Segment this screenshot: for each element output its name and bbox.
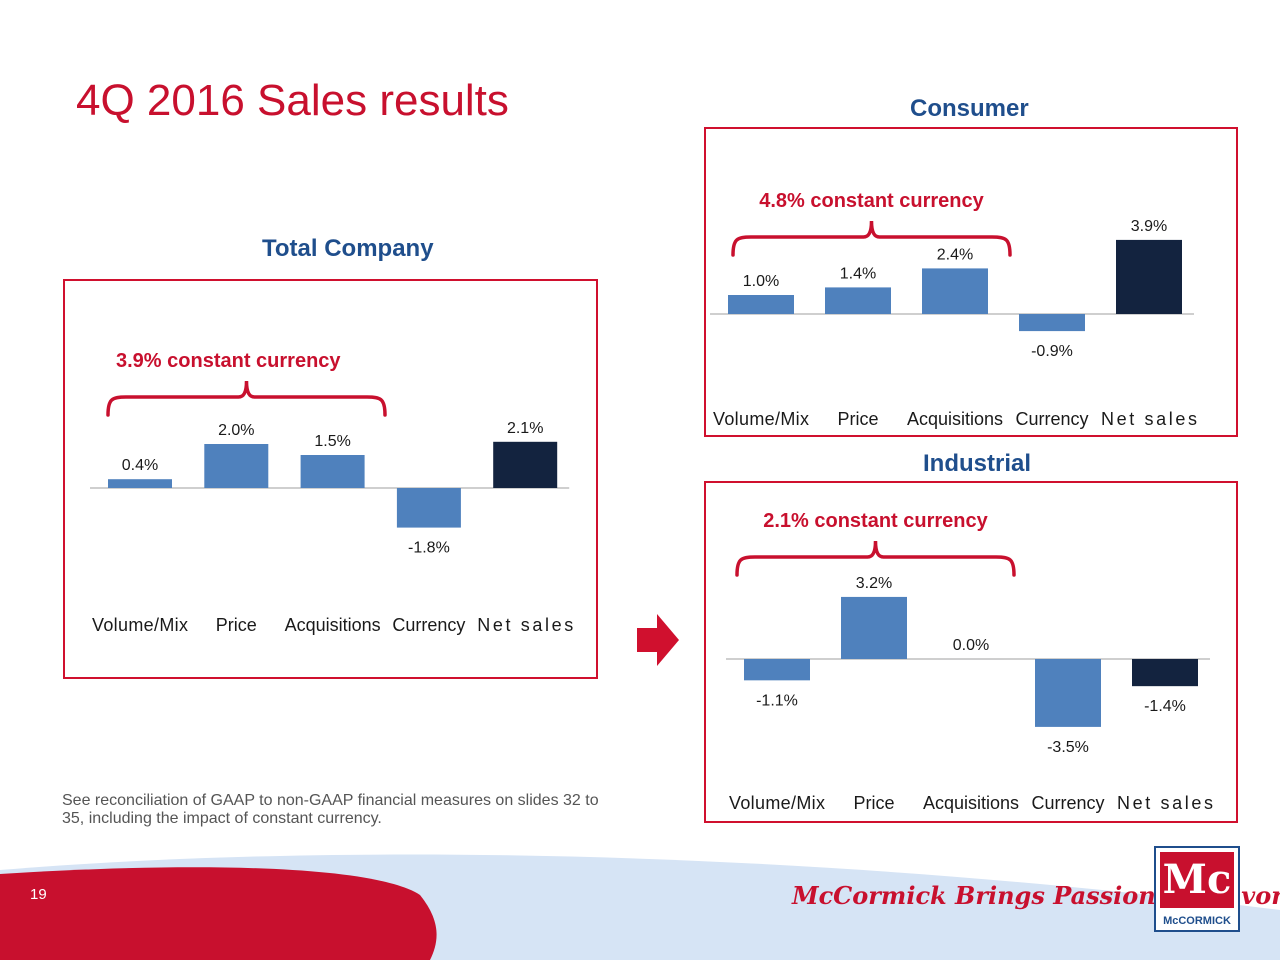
category-label: Currency — [1015, 409, 1088, 429]
data-label: 3.9% — [1131, 218, 1167, 235]
category-label: Price — [853, 793, 894, 813]
data-label: -1.1% — [756, 692, 798, 709]
constant-currency-label: 4.8% constant currency — [759, 190, 984, 212]
bar — [841, 596, 907, 659]
data-label: -1.8% — [408, 540, 450, 557]
reconciliation-footnote: See reconciliation of GAAP to non-GAAP f… — [62, 792, 599, 827]
bar — [493, 441, 558, 488]
bar — [1132, 659, 1198, 687]
category-label: Price — [837, 409, 878, 429]
data-label: -3.5% — [1047, 739, 1089, 756]
mccormick-logo: Mc McCORMICK — [1154, 846, 1240, 932]
consumer-chart: 1.0% Volume/Mix 1.4% Price 2.4% Acquisitions -… — [710, 190, 1197, 429]
category-label: Price — [216, 615, 257, 635]
consumer-panel — [704, 127, 1238, 437]
category-label: Currency — [392, 615, 465, 635]
curly-bracket — [106, 380, 387, 417]
data-label: 2.4% — [937, 246, 973, 263]
bar — [1035, 659, 1101, 727]
industrial-chart: -1.1% Volume/Mix 3.2% Price 0.0% Acquisitions… — [726, 510, 1213, 813]
curly-bracket — [731, 220, 1012, 257]
logo-mark: Mc — [1160, 852, 1234, 908]
data-label: -0.9% — [1031, 343, 1073, 360]
bar — [204, 444, 269, 488]
bar — [922, 268, 988, 314]
category-label: Acquisitions — [285, 615, 381, 635]
data-label: 2.1% — [507, 420, 543, 437]
data-label: 0.4% — [122, 457, 158, 474]
constant-currency-label: 3.9% constant currency — [116, 350, 341, 372]
consumer-title: Consumer — [910, 95, 1029, 122]
bar — [108, 479, 172, 488]
logo-wordmark: McCORMICK — [1163, 915, 1231, 927]
bar — [1116, 239, 1182, 314]
data-label: 3.2% — [856, 575, 892, 592]
data-label: 1.4% — [840, 265, 876, 282]
category-label: Net sales — [1117, 793, 1213, 813]
right-arrow-icon — [637, 614, 679, 666]
category-label: Acquisitions — [907, 409, 1003, 429]
data-label: 2.0% — [218, 422, 254, 439]
bar — [300, 455, 365, 488]
category-label: Volume/Mix — [729, 793, 825, 813]
data-label: -1.4% — [1144, 698, 1186, 715]
category-label: Net sales — [1101, 409, 1197, 429]
category-label: Currency — [1031, 793, 1104, 813]
category-label: Volume/Mix — [713, 409, 809, 429]
bar — [1019, 314, 1085, 332]
category-label: Acquisitions — [923, 793, 1019, 813]
curly-bracket — [735, 540, 1016, 577]
bar — [825, 287, 891, 314]
data-label: 0.0% — [953, 637, 989, 654]
footer-swoosh — [0, 854, 1280, 960]
bar — [728, 295, 794, 314]
constant-currency-label: 2.1% constant currency — [763, 510, 988, 532]
total-company-chart: 0.4% Volume/Mix 2.0% Price 1.5% Acquisitions -… — [90, 350, 573, 635]
total-company-title: Total Company — [262, 235, 434, 262]
bar — [396, 488, 461, 528]
total-company-panel — [63, 279, 598, 679]
data-label: 1.0% — [743, 273, 779, 290]
page-number: 19 — [30, 886, 47, 903]
bar — [744, 659, 810, 681]
industrial-title: Industrial — [923, 450, 1032, 477]
slide-title: 4Q 2016 Sales results — [76, 76, 509, 125]
data-label: 1.5% — [314, 433, 350, 450]
category-label: Volume/Mix — [92, 615, 188, 635]
category-label: Net sales — [477, 615, 573, 635]
industrial-panel — [704, 481, 1238, 823]
